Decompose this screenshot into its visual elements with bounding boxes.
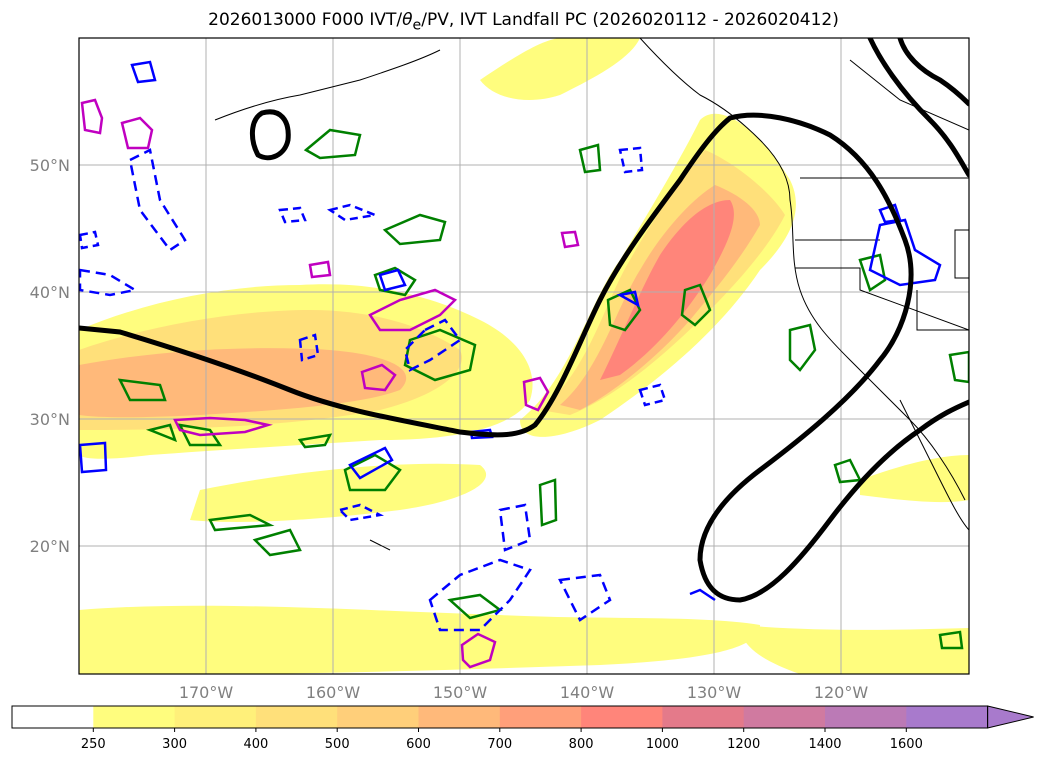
lon-label: 130°W	[687, 683, 742, 702]
ivt-shading	[79, 38, 969, 674]
colorbar-segment	[418, 706, 501, 728]
map-frame	[78, 37, 970, 675]
colorbar-tick-label: 1200	[727, 737, 760, 752]
colorbar-tick-label: 1400	[808, 737, 841, 752]
colorbar-tick-label: 1000	[646, 737, 679, 752]
lon-label: 160°W	[306, 683, 361, 702]
lat-label: 50°N	[30, 156, 70, 175]
lon-label: 150°W	[433, 683, 488, 702]
colorbar-segment	[743, 706, 826, 728]
colorbar-extend-arrow	[987, 705, 1034, 729]
colorbar-tick-label: 300	[162, 737, 187, 752]
colorbar-tick-label: 500	[325, 737, 350, 752]
lon-label: 170°W	[179, 683, 234, 702]
colorbar-segment	[174, 706, 257, 728]
colorbar-segment	[499, 706, 582, 728]
colorbar-segment	[825, 706, 907, 728]
colorbar-segment	[581, 706, 663, 728]
pv-negative-contours	[79, 60, 942, 632]
theta-e-contours	[80, 98, 580, 669]
pv-positive-contours	[117, 128, 969, 650]
colorbar-segment	[662, 706, 745, 728]
lat-label: 20°N	[30, 537, 70, 556]
colorbar-segment	[93, 706, 176, 728]
lon-label: 140°W	[560, 683, 615, 702]
colorbar-segment	[906, 706, 989, 728]
colorbar-tick-label: 700	[487, 737, 512, 752]
colorbar-tick-label: 1600	[890, 737, 923, 752]
lon-label: 120°W	[814, 683, 869, 702]
colorbar-segment	[337, 706, 419, 728]
colorbar: 250 300 400 500 600 700 800 1000 1200 1400 1600	[11, 705, 1034, 752]
ivt-landfall-contours	[79, 38, 969, 603]
colorbar-tick-label: 600	[406, 737, 431, 752]
colorbar-tick-label: 400	[243, 737, 268, 752]
lat-axis-labels: 50°N 40°N 30°N 20°N	[30, 156, 70, 556]
colorbar-tick-label: 250	[81, 737, 106, 752]
lat-label: 30°N	[30, 410, 70, 429]
colorbar-segment	[255, 706, 338, 728]
lon-axis-labels: 170°W 160°W 150°W 140°W 130°W 120°W	[179, 683, 869, 702]
gridlines	[79, 38, 969, 674]
coastlines	[214, 38, 969, 551]
colorbar-segment	[12, 706, 94, 728]
chart-title: 2026013000 F000 IVT/θe/PV, IVT Landfall …	[208, 10, 839, 34]
colorbar-tick-label: 800	[569, 737, 594, 752]
lat-label: 40°N	[30, 283, 70, 302]
